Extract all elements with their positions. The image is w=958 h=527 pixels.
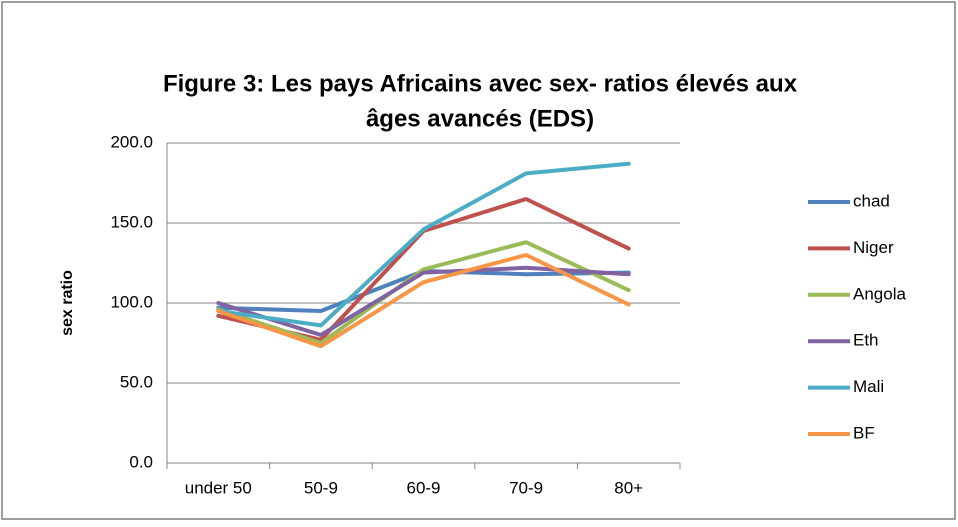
series-line — [216, 161, 631, 328]
legend-label: Mali — [853, 377, 884, 396]
series-line — [216, 240, 631, 345]
x-tick-label: 70-9 — [509, 478, 543, 497]
x-tick-label: 50-9 — [304, 478, 338, 497]
legend-label: chad — [853, 191, 890, 210]
chart-title: Figure 3: Les pays Africains avec sex- r… — [163, 70, 798, 97]
y-tick-label: 50.0 — [120, 372, 153, 391]
series-line — [216, 253, 631, 349]
x-tick-label: under 50 — [185, 478, 252, 497]
x-tick-label: 60-9 — [406, 478, 440, 497]
legend-label: BF — [853, 423, 875, 442]
chart-title: âges avancés (EDS) — [366, 105, 594, 132]
y-tick-label: 200.0 — [110, 132, 153, 151]
legend-label: Niger — [853, 238, 894, 257]
y-axis-label: sex ratio — [59, 270, 76, 336]
y-tick-label: 0.0 — [129, 452, 153, 471]
legend-label: Eth — [853, 331, 879, 350]
x-tick-label: 80+ — [614, 478, 643, 497]
y-tick-label: 100.0 — [110, 292, 153, 311]
y-tick-label: 150.0 — [110, 212, 153, 231]
legend-label: Angola — [853, 284, 906, 303]
